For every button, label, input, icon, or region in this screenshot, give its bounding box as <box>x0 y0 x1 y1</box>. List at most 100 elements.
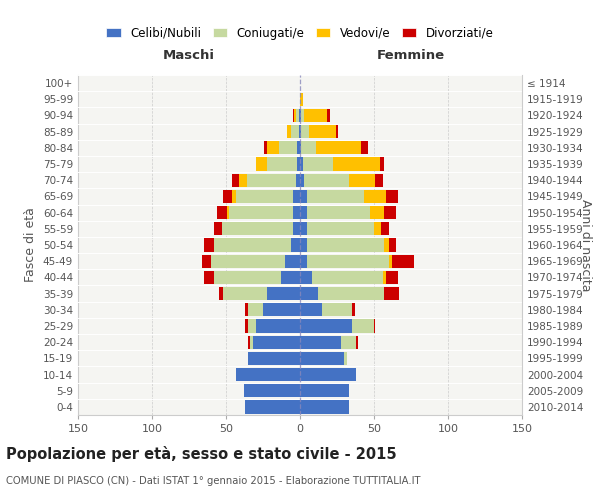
Legend: Celibi/Nubili, Coniugati/e, Vedovi/e, Divorziati/e: Celibi/Nubili, Coniugati/e, Vedovi/e, Di… <box>103 23 497 43</box>
Bar <box>294 109 296 122</box>
Bar <box>204 238 214 252</box>
Bar <box>356 336 358 349</box>
Bar <box>300 270 312 284</box>
Bar <box>204 270 214 284</box>
Bar <box>300 92 303 106</box>
Bar <box>250 336 253 349</box>
Bar <box>300 158 303 170</box>
Bar <box>364 190 386 203</box>
Bar <box>227 206 229 220</box>
Bar <box>300 174 304 187</box>
Bar <box>236 368 300 381</box>
Bar <box>297 141 300 154</box>
Bar <box>223 190 232 203</box>
Bar <box>245 400 300 413</box>
Bar <box>293 190 300 203</box>
Bar <box>247 174 296 187</box>
Bar <box>253 336 300 349</box>
Bar <box>223 287 268 300</box>
Bar <box>307 222 374 235</box>
Bar <box>297 158 300 170</box>
Bar <box>380 158 385 170</box>
Bar <box>376 174 383 187</box>
Bar <box>300 320 352 332</box>
Bar <box>361 141 368 154</box>
Bar <box>214 270 281 284</box>
Bar <box>293 109 294 122</box>
Bar <box>301 125 309 138</box>
Bar <box>374 222 382 235</box>
Bar <box>300 400 349 413</box>
Bar <box>389 238 396 252</box>
Bar <box>303 158 332 170</box>
Bar <box>248 320 256 332</box>
Bar <box>349 174 376 187</box>
Bar <box>385 238 389 252</box>
Bar <box>214 222 221 235</box>
Bar <box>301 141 316 154</box>
Bar <box>300 238 307 252</box>
Bar <box>218 287 223 300</box>
Bar <box>232 190 236 203</box>
Bar <box>293 206 300 220</box>
Bar <box>263 303 300 316</box>
Bar <box>300 384 349 398</box>
Bar <box>374 320 376 332</box>
Bar <box>229 206 293 220</box>
Bar <box>300 125 301 138</box>
Bar <box>299 125 300 138</box>
Bar <box>385 206 396 220</box>
Bar <box>256 158 268 170</box>
Bar <box>279 141 297 154</box>
Bar <box>300 222 307 235</box>
Bar <box>341 336 356 349</box>
Bar <box>245 320 248 332</box>
Bar <box>296 109 299 122</box>
Bar <box>300 336 341 349</box>
Bar <box>300 352 344 365</box>
Bar <box>248 352 300 365</box>
Bar <box>248 336 250 349</box>
Bar <box>389 254 392 268</box>
Bar <box>304 109 326 122</box>
Text: Popolazione per età, sesso e stato civile - 2015: Popolazione per età, sesso e stato civil… <box>6 446 397 462</box>
Bar <box>268 158 297 170</box>
Bar <box>332 158 380 170</box>
Bar <box>307 206 370 220</box>
Bar <box>214 238 291 252</box>
Bar <box>312 270 383 284</box>
Bar <box>307 254 389 268</box>
Bar <box>386 190 398 203</box>
Bar <box>300 190 307 203</box>
Bar <box>287 125 291 138</box>
Bar <box>268 141 279 154</box>
Bar <box>239 174 247 187</box>
Bar <box>265 141 268 154</box>
Bar <box>293 222 300 235</box>
Bar <box>386 270 398 284</box>
Bar <box>309 125 335 138</box>
Bar <box>300 206 307 220</box>
Bar <box>211 254 285 268</box>
Bar <box>291 125 299 138</box>
Bar <box>296 174 300 187</box>
Bar <box>307 190 364 203</box>
Bar <box>382 222 389 235</box>
Bar <box>300 141 301 154</box>
Bar <box>291 238 300 252</box>
Bar <box>385 287 399 300</box>
Bar <box>383 270 386 284</box>
Bar <box>392 254 414 268</box>
Bar <box>300 287 318 300</box>
Bar <box>268 287 300 300</box>
Y-axis label: Anni di nascita: Anni di nascita <box>579 198 592 291</box>
Bar <box>352 303 355 316</box>
Bar <box>344 352 347 365</box>
Y-axis label: Fasce di età: Fasce di età <box>25 208 37 282</box>
Bar <box>301 109 304 122</box>
Bar <box>352 320 374 332</box>
Bar <box>217 206 227 220</box>
Bar <box>307 238 385 252</box>
Text: Femmine: Femmine <box>377 49 445 62</box>
Bar <box>256 320 300 332</box>
